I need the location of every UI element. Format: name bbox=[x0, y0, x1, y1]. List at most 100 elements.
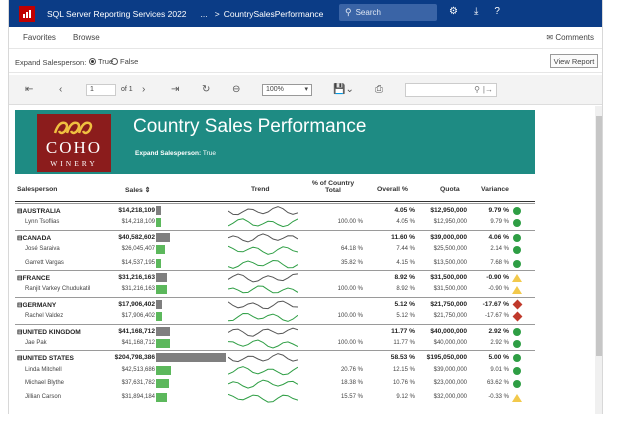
help-icon[interactable]: ? bbox=[494, 6, 500, 17]
overall-pct-value: 4.05 % bbox=[396, 219, 415, 226]
ssrs-logo-icon[interactable] bbox=[19, 5, 35, 22]
trend-sparkline bbox=[228, 353, 298, 363]
status-good-icon bbox=[513, 219, 521, 228]
sales-bar bbox=[156, 299, 163, 309]
prev-page-icon[interactable]: ‹ bbox=[59, 84, 63, 95]
coho-logo-mark bbox=[53, 121, 93, 135]
next-page-icon[interactable]: › bbox=[142, 84, 146, 95]
quota-value: $23,000,000 bbox=[433, 380, 467, 387]
salesperson-row[interactable]: Michael Blythe $37,631,782 18.38 % 10.76 % $… bbox=[15, 377, 535, 390]
first-page-icon[interactable]: ⇤ bbox=[25, 84, 34, 95]
status-good-icon bbox=[513, 259, 521, 268]
comment-icon: ✉ bbox=[546, 33, 554, 42]
nav-browse[interactable]: Browse bbox=[73, 33, 100, 42]
pct-country-value: 18.38 % bbox=[340, 380, 363, 387]
status-good-icon bbox=[513, 380, 521, 389]
sales-bar bbox=[156, 285, 167, 295]
salesperson-row[interactable]: Lynn Tsoflias $14,218,109 100.00 % 4.05 % $1… bbox=[15, 216, 535, 229]
find-input[interactable]: ⚲ |→ bbox=[405, 83, 497, 97]
country-row[interactable]: ⊟CANADA $40,582,602 11.60 % $39,000,000 4.06… bbox=[15, 229, 535, 243]
variance-value: 63.62 % bbox=[486, 380, 509, 387]
refresh-icon[interactable]: ↻ bbox=[202, 84, 211, 95]
salesperson-row[interactable]: José Saraiva $26,045,407 64.18 % 7.44 % $25,… bbox=[15, 243, 535, 256]
radio-dot-selected[interactable] bbox=[89, 58, 96, 65]
app-frame: SQL Server Reporting Services 2022 ... >… bbox=[8, 0, 603, 414]
trend-sparkline bbox=[228, 365, 298, 376]
pct-country-value: 100.00 % bbox=[337, 219, 363, 226]
country-name: ⊟FRANCE bbox=[17, 275, 50, 282]
overall-pct-value: 8.92 % bbox=[396, 286, 415, 293]
col-variance: Variance bbox=[481, 186, 509, 193]
overall-pct-value: 5.12 % bbox=[396, 313, 415, 320]
search-input[interactable]: ⚲ Search bbox=[339, 4, 437, 21]
page-number-input[interactable]: 1 bbox=[86, 84, 116, 96]
scrollbar-thumb[interactable] bbox=[596, 116, 602, 356]
salesperson-row[interactable]: Jae Pak $41,168,712 100.00 % 11.77 % $40,000… bbox=[15, 337, 535, 350]
find-icon[interactable]: ⚲ bbox=[474, 85, 480, 94]
salesperson-row[interactable]: Garrett Vargas $14,537,195 35.82 % 4.15 % $1… bbox=[15, 257, 535, 270]
sales-value: $40,582,602 bbox=[118, 233, 155, 241]
trend-sparkline bbox=[228, 393, 298, 403]
pct-country-value: 20.76 % bbox=[340, 366, 363, 373]
variance-value: 2.14 % bbox=[490, 246, 509, 253]
sales-value: $26,045,407 bbox=[121, 246, 155, 253]
country-row[interactable]: ⊟GERMANY $17,906,402 5.12 % $21,750,000 -17.… bbox=[15, 296, 535, 310]
quota-value: $31,500,000 bbox=[430, 274, 467, 281]
quota-value: $40,000,000 bbox=[433, 340, 467, 346]
salesperson-name: Michael Blythe bbox=[25, 380, 65, 387]
sort-icon[interactable]: ⇕ bbox=[144, 187, 151, 194]
salesperson-name: José Saraiva bbox=[25, 246, 60, 253]
col-salesperson[interactable]: Salesperson bbox=[17, 186, 58, 193]
country-row[interactable]: ⊟AUSTRALIA $14,218,109 4.05 % $12,950,000 9.… bbox=[15, 203, 535, 216]
sales-bar bbox=[156, 339, 170, 348]
back-icon[interactable]: ⊖ bbox=[232, 84, 241, 95]
salesperson-name: Linda Mitchell bbox=[25, 366, 62, 373]
sales-value: $31,894,184 bbox=[121, 393, 155, 400]
radio-false[interactable]: False bbox=[111, 57, 138, 66]
country-row[interactable]: ⊟FRANCE $31,216,163 8.92 % $31,500,000 -0.90… bbox=[15, 270, 535, 283]
status-bad-icon bbox=[512, 299, 523, 310]
nav-favorites[interactable]: Favorites bbox=[23, 33, 56, 42]
col-sales[interactable]: Sales ⇕ bbox=[125, 187, 151, 194]
comments-button[interactable]: ✉ Comments bbox=[546, 33, 594, 42]
quota-value: $195,050,000 bbox=[426, 354, 467, 362]
sales-bar bbox=[156, 379, 169, 389]
vertical-scrollbar[interactable] bbox=[595, 106, 602, 414]
view-report-button[interactable]: View Report bbox=[550, 54, 598, 68]
trend-sparkline bbox=[228, 206, 298, 216]
search-icon: ⚲ bbox=[345, 7, 352, 17]
quota-value: $32,000,000 bbox=[433, 393, 467, 400]
variance-value: 2.92 % bbox=[488, 327, 509, 335]
radio-true[interactable]: True bbox=[89, 57, 113, 66]
download-icon[interactable]: ⤓ bbox=[473, 6, 479, 17]
overall-pct-value: 12.15 % bbox=[392, 366, 415, 373]
sales-value: $14,537,195 bbox=[121, 259, 155, 266]
radio-dot[interactable] bbox=[111, 58, 118, 65]
salesperson-row[interactable]: Rachel Valdez $17,906,402 100.00 % 5.12 % $2… bbox=[15, 310, 535, 323]
gear-icon[interactable]: ⚙ bbox=[449, 6, 458, 17]
overall-pct-value: 9.12 % bbox=[396, 393, 415, 400]
overall-pct-value: 4.05 % bbox=[394, 207, 415, 214]
export-icon[interactable]: 💾⌄ bbox=[333, 84, 354, 95]
salesperson-row[interactable]: Jillian Carson $31,894,184 15.57 % 9.12 % $3… bbox=[15, 391, 535, 404]
country-row[interactable]: ⊟UNITED KINGDOM $41,168,712 11.77 % $40,000… bbox=[15, 323, 535, 337]
app-title[interactable]: SQL Server Reporting Services 2022 bbox=[47, 8, 187, 19]
nav-row: Favorites Browse ✉ Comments bbox=[9, 27, 602, 49]
print-icon[interactable]: ⎙ bbox=[375, 84, 383, 95]
zoom-select[interactable]: 100% ▾ bbox=[262, 84, 312, 96]
sales-value: $17,906,402 bbox=[118, 300, 155, 308]
last-page-icon[interactable]: ⇥ bbox=[171, 84, 180, 95]
quota-value: $39,000,000 bbox=[430, 233, 467, 241]
salesperson-row[interactable]: Linda Mitchell $42,513,686 20.76 % 12.15 % $… bbox=[15, 364, 535, 377]
overall-pct-value: 4.15 % bbox=[396, 259, 415, 266]
country-row[interactable]: ⊟UNITED STATES $204,798,386 58.53 % $195,05… bbox=[15, 350, 535, 363]
status-good-icon bbox=[513, 340, 521, 348]
sales-bar bbox=[156, 312, 163, 322]
salesperson-row[interactable]: Ranjit Varkey Chudukatil $31,216,163 100.0… bbox=[15, 283, 535, 296]
breadcrumb-ellipsis[interactable]: ... > bbox=[200, 8, 220, 19]
col-pct-country: % of Country Total bbox=[311, 180, 355, 194]
sales-value: $37,631,782 bbox=[121, 380, 155, 387]
col-trend: Trend bbox=[251, 186, 270, 193]
breadcrumb-report-name[interactable]: CountrySalesPerformance bbox=[223, 8, 324, 19]
find-next-icon[interactable]: |→ bbox=[482, 85, 493, 94]
